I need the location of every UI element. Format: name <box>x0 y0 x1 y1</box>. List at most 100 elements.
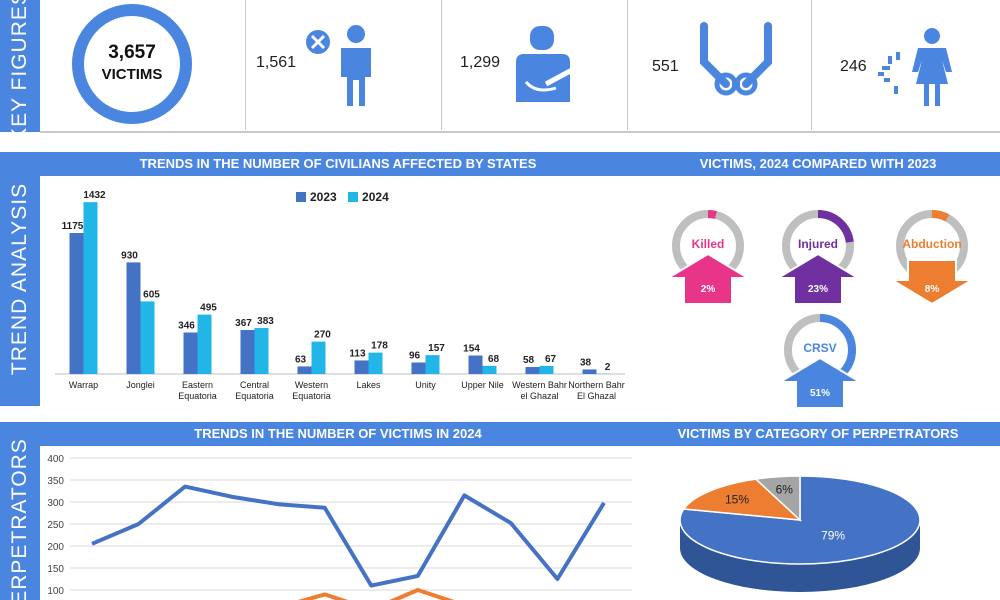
comparison-pct: 8% <box>925 284 940 295</box>
victims-label: VICTIMS <box>101 66 163 83</box>
injured-count: 1,299 <box>460 54 501 71</box>
x-tick-label: Western <box>295 380 328 390</box>
bar-2024 <box>83 202 98 374</box>
bar-value-label: 157 <box>428 343 445 354</box>
pie-slice-label: 6% <box>776 483 794 497</box>
perpetrators-pie-chart: 79% 15% 6% <box>679 475 921 592</box>
x-tick-label: el Ghazal <box>520 391 558 401</box>
x-tick-label: Unity <box>415 380 436 390</box>
bar-2024 <box>368 352 383 374</box>
series-line-0 <box>91 484 606 588</box>
bar-2023 <box>240 329 255 374</box>
arrow-up-icon <box>776 356 864 409</box>
x-tick-label: Equatoria <box>292 391 331 401</box>
x-tick-label: Upper Nile <box>461 380 504 390</box>
perpetrators-sidebar: PERPETRATORS <box>0 422 40 600</box>
x-tick-label: Jonglei <box>126 380 155 390</box>
bar-value-label: 2 <box>605 362 611 373</box>
key-figures-sidebar: KEY FIGURES <box>0 0 40 132</box>
comparison-pct: 2% <box>701 284 716 295</box>
bar-value-label: 67 <box>545 354 557 365</box>
comparison-pct: 23% <box>808 284 828 295</box>
bar-2024 <box>425 355 440 374</box>
bar-2023 <box>297 366 312 374</box>
comparison-abduction: Abduction 8% <box>888 210 976 306</box>
legend-item-2024: 2024 <box>348 190 389 204</box>
x-tick-label: Northern Bahr <box>568 380 625 390</box>
victims-line-chart: 100 150 200 250 300 350 400 <box>47 454 632 600</box>
comparison-crsv: CRSV 51% <box>776 314 864 409</box>
bar-2024 <box>539 365 554 374</box>
bar-2023 <box>582 369 597 374</box>
states-bar-chart: 1175 1432 Warrap 930 605 Jonglei 346 495 Eastern… <box>55 190 625 401</box>
bar-2024 <box>254 328 269 374</box>
x-tick-label: El Ghazal <box>577 391 616 401</box>
bar-value-label: 270 <box>314 330 331 341</box>
states-chart-header: TRENDS IN THE NUMBER OF CIVILIANS AFFECT… <box>40 152 636 176</box>
bar-value-label: 605 <box>143 289 160 300</box>
abducted-count: 551 <box>652 58 679 75</box>
kf-crsv-cell: 246 <box>812 0 1000 130</box>
arrow-down-icon <box>888 259 976 306</box>
legend-item-2023: 2023 <box>296 190 337 204</box>
perpetrators-title: PERPETRATORS <box>8 438 31 600</box>
y-tick-label: 100 <box>47 586 64 597</box>
victims-number: 3,657 <box>108 42 156 63</box>
y-tick-label: 400 <box>47 454 64 465</box>
comparison-panel: Killed 2% Injured 23% Abduction 8% CRSV 51% <box>640 176 1000 409</box>
bar-value-label: 63 <box>295 354 307 365</box>
comparison-label: Killed <box>692 237 725 251</box>
kf-injured-cell: 1,299 <box>442 0 628 130</box>
kf-victims-cell: 3,657 VICTIMS <box>40 0 246 130</box>
pie-slice-label: 15% <box>725 493 749 507</box>
perpetrators-header: VICTIMS BY CATEGORY OF PERPETRATORS <box>636 422 1000 446</box>
key-figures-title: KEY FIGURES <box>8 0 31 132</box>
victims-trend-header: TRENDS IN THE NUMBER OF VICTIMS IN 2024 <box>40 422 636 446</box>
series-line-1 <box>297 588 455 600</box>
kf-killed-cell: 1,561 <box>246 0 442 130</box>
bar-2024 <box>140 301 155 374</box>
bar-2023 <box>69 233 84 374</box>
bar-2023 <box>468 355 483 374</box>
pie-slice <box>754 475 801 522</box>
crsv-woman-icon <box>878 28 952 106</box>
victims-circle: 3,657 VICTIMS <box>72 4 192 124</box>
comparison-label: Injured <box>798 237 838 251</box>
x-tick-label: Equatoria <box>235 391 274 401</box>
ring-progress <box>896 210 968 282</box>
bar-2023 <box>126 262 141 374</box>
bar-2024 <box>311 341 326 374</box>
comparison-injured: Injured 23% <box>774 210 862 305</box>
y-tick-label: 200 <box>47 542 64 553</box>
ring-progress <box>782 210 854 282</box>
comparison-label: CRSV <box>803 341 836 355</box>
bar-value-label: 1432 <box>83 190 106 201</box>
ring-progress <box>672 210 744 282</box>
pie-slice <box>682 478 803 521</box>
x-tick-label: Lakes <box>356 380 381 390</box>
bar-value-label: 383 <box>257 316 274 327</box>
bar-value-label: 930 <box>121 250 138 261</box>
bar-value-label: 38 <box>580 357 592 368</box>
bar-2023 <box>354 360 369 374</box>
bar-value-label: 367 <box>235 318 252 329</box>
kf-abducted-cell: 551 <box>628 0 812 130</box>
bar-value-label: 96 <box>409 350 421 361</box>
arrow-up-icon <box>774 252 862 305</box>
trend-analysis-sidebar: TREND ANALYSIS <box>0 152 40 406</box>
y-tick-label: 350 <box>47 476 64 487</box>
x-tick-label: Central <box>240 380 269 390</box>
bar-value-label: 1175 <box>62 221 84 232</box>
x-tick-label: Warrap <box>69 380 98 390</box>
bar-value-label: 178 <box>371 341 388 352</box>
x-tick-label: Western Bahr <box>512 380 567 390</box>
bar-value-label: 495 <box>200 303 217 314</box>
comparison-label: Abduction <box>902 237 961 251</box>
states-legend: 2023 2024 <box>296 190 389 204</box>
bar-2024 <box>482 365 497 374</box>
x-tick-label: Eastern <box>182 380 213 390</box>
compare-header: VICTIMS, 2024 COMPARED WITH 2023 <box>636 152 1000 176</box>
handcuffed-hands-icon <box>700 22 772 96</box>
arrow-up-icon <box>664 252 752 305</box>
killed-count: 1,561 <box>256 54 297 71</box>
